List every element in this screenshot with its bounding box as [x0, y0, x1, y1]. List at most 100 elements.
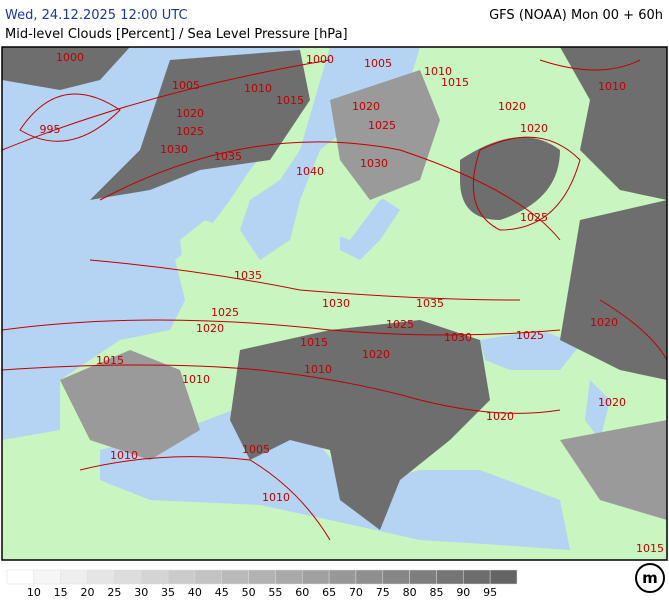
logo: m	[635, 563, 665, 593]
colorbar-swatch	[6, 569, 35, 585]
colorbar-label: 50	[242, 586, 256, 599]
isobar-label: 1025	[368, 119, 396, 132]
colorbar-swatch	[87, 569, 115, 585]
colorbar-swatch	[409, 569, 437, 585]
colorbar-label: 65	[322, 586, 336, 599]
isobar-label: 1015	[96, 354, 124, 367]
isobar-label: 1010	[304, 363, 332, 376]
isobar-label: 1030	[360, 157, 388, 170]
colorbar-swatch	[167, 569, 196, 585]
svg-text:m: m	[642, 569, 658, 587]
colorbar-swatch	[489, 569, 518, 585]
datetime: Wed, 24.12.2025 12:00 UTC	[5, 8, 188, 23]
black-sea	[480, 330, 580, 370]
colorbar-swatch	[463, 569, 491, 585]
colorbar-label: 10	[27, 586, 41, 599]
isobar-label: 1030	[444, 331, 472, 344]
cloud	[560, 420, 667, 520]
colorbar-swatch	[328, 569, 357, 585]
cloud	[90, 50, 310, 200]
isobar-label: 1015	[300, 336, 328, 349]
colorbar-label: 40	[188, 586, 202, 599]
isobar	[472, 136, 581, 231]
cloud	[330, 70, 440, 200]
colorbar-swatch	[60, 569, 88, 585]
isobar	[2, 364, 561, 414]
isobar	[539, 59, 641, 71]
isobar-label: 1000	[56, 51, 84, 64]
isobar-label: 1015	[636, 542, 664, 555]
colorbar-label: 75	[376, 586, 390, 599]
isobar-label: 1025	[211, 306, 239, 319]
isobar-label: 1035	[214, 150, 242, 163]
isobar-label: 1000	[306, 53, 334, 66]
isobar-label: 1005	[172, 79, 200, 92]
cloud	[2, 47, 130, 90]
colorbar-swatch	[140, 569, 169, 585]
isobar	[89, 259, 521, 301]
isobar	[2, 59, 331, 151]
isobar-label: 1010	[262, 491, 290, 504]
cloud	[460, 137, 560, 220]
caspian	[585, 380, 610, 440]
colorbar-label: 45	[215, 586, 229, 599]
isobar-label: 1020	[590, 316, 618, 329]
isobar-label: 1035	[416, 297, 444, 310]
colorbar-label: 80	[403, 586, 417, 599]
isobar-label: 1020	[486, 410, 514, 423]
colorbar-label: 55	[268, 586, 282, 599]
isobar-label: 1010	[110, 449, 138, 462]
map-title: Mid-level Clouds [Percent] / Sea Level P…	[5, 27, 348, 42]
isobar-label: 1020	[176, 107, 204, 120]
isobar-label: 1005	[364, 57, 392, 70]
colorbar-swatch	[436, 569, 464, 585]
isobar-label: 1030	[322, 297, 350, 310]
cloud	[230, 320, 490, 530]
isobar	[19, 93, 121, 142]
isobar-label: 1035	[234, 269, 262, 282]
colorbar-swatch	[194, 569, 222, 585]
colorbar-label: 35	[161, 586, 175, 599]
isobar-label: 1010	[424, 65, 452, 78]
isobar	[599, 299, 667, 361]
colorbar-swatch	[302, 569, 330, 585]
cloud	[560, 47, 667, 200]
isobar	[79, 456, 331, 541]
colorbar-swatch	[221, 569, 249, 585]
isobar-label: 1020	[362, 348, 390, 361]
colorbar-label: 25	[107, 586, 121, 599]
colorbar-label: 20	[81, 586, 95, 599]
isobar-label: 1030	[160, 143, 188, 156]
colorbar-label: 70	[349, 586, 363, 599]
colorbar-label: 15	[54, 586, 68, 599]
isobar	[99, 141, 561, 241]
isobar-label: 1020	[498, 100, 526, 113]
britain	[180, 220, 235, 290]
colorbar-swatch	[275, 569, 303, 585]
colorbar-swatch	[114, 569, 142, 585]
isobar-label: 1040	[296, 165, 324, 178]
map-frame	[1, 46, 668, 561]
isobar	[2, 319, 561, 336]
isobar-label: 1020	[196, 322, 224, 335]
isobar-label: 1015	[276, 94, 304, 107]
colorbar-label: 90	[456, 586, 470, 599]
colorbar-label: 60	[295, 586, 309, 599]
isobar-label: 1020	[520, 122, 548, 135]
isobar-label: 1025	[176, 125, 204, 138]
isobar-label: 1010	[598, 80, 626, 93]
isobar-label: 1025	[516, 329, 544, 342]
isobar-label: 1025	[386, 318, 414, 331]
isobar-label: 1020	[352, 100, 380, 113]
isobar-label: 1025	[520, 211, 548, 224]
isobar-label: 1010	[244, 82, 272, 95]
isobar-label: 995	[40, 123, 61, 136]
colorbar: 10 15 20 25 30 35 40 45 50 55 60 65 70 75 80 85 90 95	[6, 569, 518, 599]
colorbar-label: 30	[134, 586, 148, 599]
isobar-label: 1005	[242, 443, 270, 456]
cloud	[60, 350, 200, 460]
isobar-label: 1015	[441, 76, 469, 89]
